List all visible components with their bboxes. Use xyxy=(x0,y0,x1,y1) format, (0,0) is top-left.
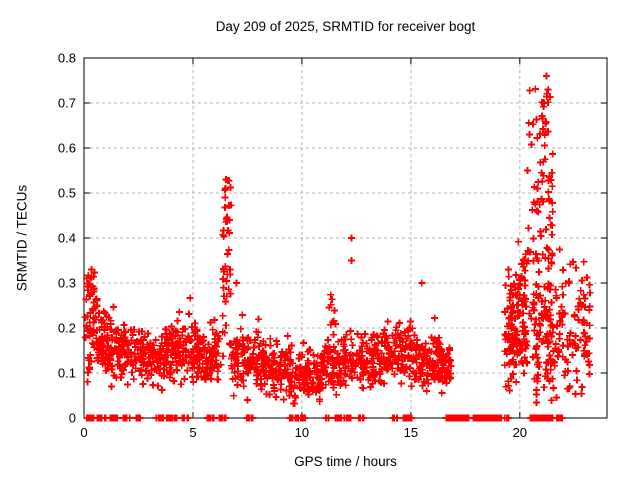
chart-title: Day 209 of 2025, SRMTID for receiver bog… xyxy=(215,19,476,34)
y-tick-label: 0.3 xyxy=(58,276,76,291)
x-tick-label: 20 xyxy=(513,425,527,440)
x-tick-label: 5 xyxy=(189,425,196,440)
y-tick-label: 0.2 xyxy=(58,321,76,336)
x-tick-label: 15 xyxy=(404,425,418,440)
zero-value-points xyxy=(83,414,566,422)
y-tick-label: 0.4 xyxy=(58,231,76,246)
x-tick-label: 10 xyxy=(295,425,309,440)
x-tick-label: 0 xyxy=(80,425,87,440)
y-tick-label: 0.8 xyxy=(58,51,76,66)
y-tick-label: 0.6 xyxy=(58,141,76,156)
y-tick-label: 0.1 xyxy=(58,366,76,381)
x-axis-title: GPS time / hours xyxy=(294,454,397,469)
peak-points xyxy=(88,72,552,287)
y-tick-label: 0.5 xyxy=(58,186,76,201)
y-tick-label: 0 xyxy=(69,411,76,426)
scatter-points xyxy=(81,85,594,408)
y-tick-label: 0.7 xyxy=(58,96,76,111)
